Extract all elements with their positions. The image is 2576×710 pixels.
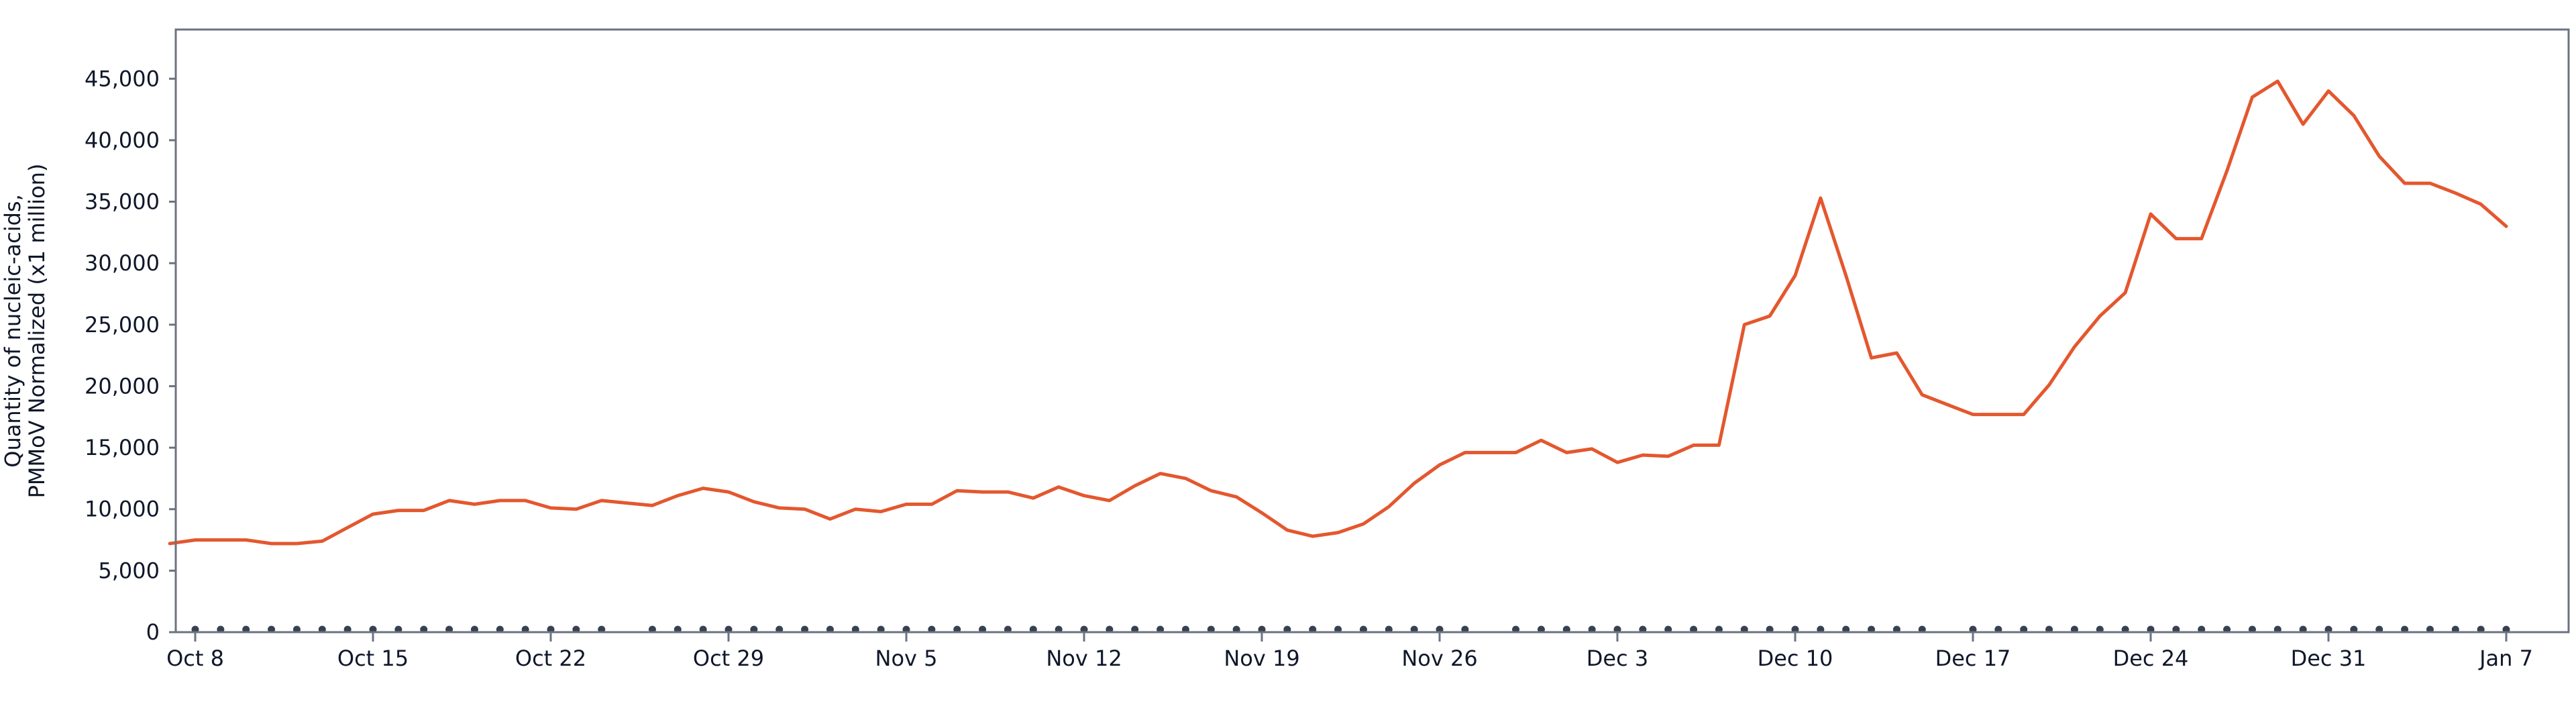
x-tick-label: Jan 7	[2478, 646, 2533, 671]
x-tick-label: Nov 12	[1046, 646, 1122, 671]
x-tick-label: Dec 3	[1587, 646, 1648, 671]
x-tick-label: Dec 10	[1758, 646, 1833, 671]
x-tick-label: Dec 17	[1935, 646, 2011, 671]
y-axis-title-line: Quantity of nucleic-acids,	[0, 194, 25, 467]
x-tick-label: Oct 22	[515, 646, 586, 671]
x-tick-label: Nov 5	[875, 646, 938, 671]
x-tick-label: Nov 19	[1224, 646, 1299, 671]
y-tick-label: 5,000	[98, 558, 160, 583]
y-tick-label: 20,000	[85, 373, 160, 399]
y-axis-title-line: PMMoV Normalized (x1 million)	[24, 164, 50, 499]
x-axis-ticks: Oct 8 Oct 15 Oct 22 Oct 29 Nov 5 Nov 12 Nov 19…	[166, 632, 2533, 671]
y-tick-label: 10,000	[85, 497, 160, 522]
y-tick-label: 35,000	[85, 189, 160, 215]
y-tick-label: 0	[146, 619, 160, 645]
x-tick-label: Dec 24	[2113, 646, 2189, 671]
y-tick-label: 45,000	[85, 66, 160, 91]
y-tick-label: 30,000	[85, 250, 160, 276]
x-tick-label: Nov 26	[1401, 646, 1477, 671]
x-tick-label: Oct 15	[337, 646, 409, 671]
x-tick-label: Oct 8	[166, 646, 224, 671]
y-axis-ticks: 0 5,000 10,000 15,000 20,000 25,000 30,000 35,0…	[85, 66, 176, 645]
series-layer	[168, 79, 2508, 546]
y-tick-label: 25,000	[85, 312, 160, 338]
series-line	[168, 79, 2508, 546]
y-tick-label: 40,000	[85, 128, 160, 153]
plot-frame	[174, 28, 2570, 633]
y-axis-title: Quantity of nucleic-acids,PMMoV Normaliz…	[0, 164, 50, 499]
x-tick-label: Oct 29	[693, 646, 764, 671]
y-tick-label: 15,000	[85, 435, 160, 460]
x-tick-label: Dec 31	[2291, 646, 2367, 671]
